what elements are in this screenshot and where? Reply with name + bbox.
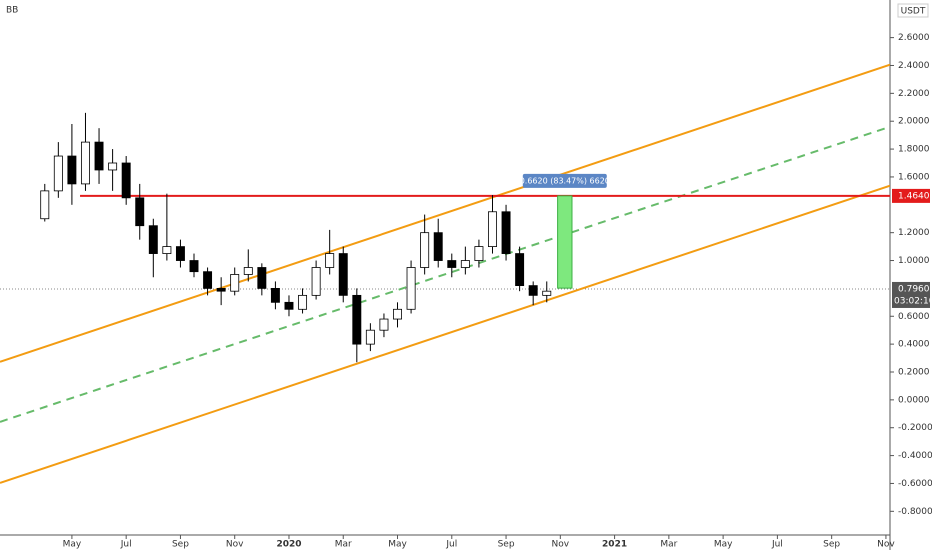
x-tick-label: Nov xyxy=(226,540,244,550)
candle-body xyxy=(501,211,511,254)
trend-line xyxy=(0,63,890,363)
candle-body xyxy=(148,225,158,254)
candle-body xyxy=(108,162,118,171)
candle-body xyxy=(203,271,213,289)
candle-body xyxy=(298,294,308,310)
x-tick-label: Sep xyxy=(172,540,189,550)
candle-body xyxy=(67,155,77,185)
candle-body xyxy=(488,211,497,248)
measure-label: 0.6620 (83.47%) 6620 xyxy=(520,176,610,185)
candle-body xyxy=(175,246,185,261)
y-tick-label: -0.6000 xyxy=(898,479,932,489)
candle-body xyxy=(406,267,416,310)
candle-body xyxy=(325,253,335,268)
candle-body xyxy=(433,232,443,261)
candle-body xyxy=(447,260,457,268)
candle-body xyxy=(40,190,50,220)
candle-body xyxy=(379,318,389,331)
y-tick-label: 1.6000 xyxy=(898,172,930,182)
y-tick-label: -0.8000 xyxy=(898,507,932,517)
resistance-label: 1.4640 xyxy=(898,191,930,201)
candle-body xyxy=(338,253,348,296)
candle-body xyxy=(542,290,552,296)
last-price-label: 0.7960 xyxy=(898,284,930,294)
resistance-label-box xyxy=(892,188,930,203)
countdown: 03:02:10 xyxy=(894,296,932,306)
candle-body xyxy=(311,267,321,296)
y-tick-label: 2.0000 xyxy=(898,117,930,127)
candle-body xyxy=(365,329,375,345)
y-tick-label: 2.6000 xyxy=(898,33,930,43)
y-tick-label: 1.2000 xyxy=(898,228,930,238)
last-price-box xyxy=(892,281,930,308)
x-tick-label: Jul xyxy=(120,540,132,550)
trend-line xyxy=(0,125,890,423)
candle-body xyxy=(420,232,430,268)
candle-body xyxy=(243,267,253,275)
candle-body xyxy=(515,253,525,287)
x-tick-label: 2021 xyxy=(602,540,627,550)
candle-body xyxy=(460,260,470,268)
candle-body xyxy=(393,308,402,320)
candle-body xyxy=(270,287,280,303)
candle-body xyxy=(121,162,131,199)
x-tick-label: May xyxy=(714,540,733,550)
x-tick-label: Mar xyxy=(660,540,677,550)
candle-body xyxy=(528,285,538,296)
x-tick-label: Jul xyxy=(445,540,457,550)
x-tick-label: Nov xyxy=(552,540,570,550)
candle-body xyxy=(352,294,362,345)
y-tick-label: 0.6000 xyxy=(898,312,930,322)
y-tick-label: 0.2000 xyxy=(898,367,930,377)
x-tick-label: Jul xyxy=(771,540,783,550)
y-tick-label: -0.2000 xyxy=(898,423,932,433)
candle-body xyxy=(162,246,172,254)
x-tick-label: Mar xyxy=(335,540,352,550)
y-tick-label: 2.4000 xyxy=(898,61,930,71)
candle-body xyxy=(81,141,90,185)
candle-body xyxy=(230,274,240,292)
candle-body xyxy=(284,301,294,310)
x-tick-label: Sep xyxy=(823,540,840,550)
x-tick-label: Sep xyxy=(498,540,515,550)
x-tick-label: May xyxy=(388,540,407,550)
candle-body xyxy=(94,141,104,171)
currency-box[interactable] xyxy=(897,3,929,18)
trend-line xyxy=(0,184,890,484)
x-tick-label: May xyxy=(63,540,82,550)
y-tick-label: 0.0000 xyxy=(898,395,930,405)
y-tick-label: 1.8000 xyxy=(898,145,930,155)
currency: USDT xyxy=(901,7,926,17)
candle-body xyxy=(135,197,145,227)
y-tick-label: 1.0000 xyxy=(898,256,930,266)
candle-body xyxy=(474,246,484,261)
x-tick-label: 2020 xyxy=(276,540,301,550)
candle-body xyxy=(257,267,267,289)
symbol: BB xyxy=(6,6,18,16)
measure-label-box xyxy=(522,173,607,188)
candle-body xyxy=(216,287,226,292)
measure-box xyxy=(557,195,573,289)
candle-body xyxy=(189,260,199,273)
y-tick-label: -0.4000 xyxy=(898,451,932,461)
y-tick-label: 0.4000 xyxy=(898,340,930,350)
x-tick-label: Nov xyxy=(877,540,895,550)
candle-body xyxy=(53,155,63,192)
y-tick-label: 2.2000 xyxy=(898,89,930,99)
